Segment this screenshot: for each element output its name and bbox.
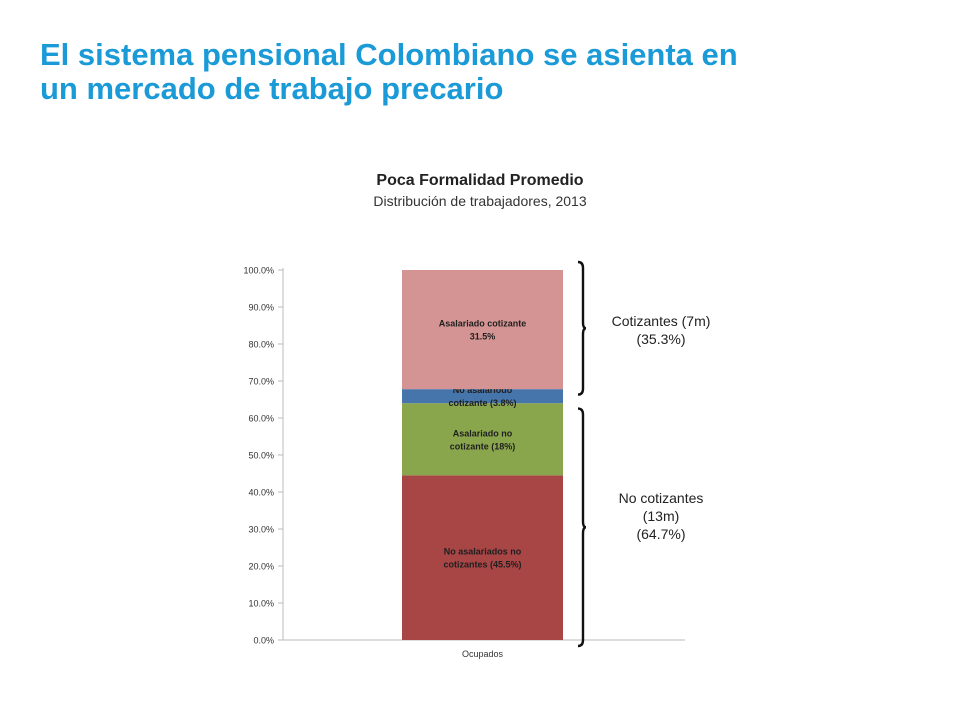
chart-title: Poca Formalidad Promedio xyxy=(376,172,584,189)
bar-data-label: cotizantes (45.5%) xyxy=(443,560,521,570)
slide-title-line-2: un mercado de trabajo precario xyxy=(40,71,504,106)
y-tick-label: 80.0% xyxy=(248,340,274,350)
bracket-label-line: (13m) xyxy=(642,508,680,524)
y-tick-label: 20.0% xyxy=(248,562,274,572)
bar-data-label: No asalariados no xyxy=(444,547,522,557)
bar-segment xyxy=(402,475,563,640)
curly-bracket xyxy=(577,407,587,648)
y-tick-label: 60.0% xyxy=(248,414,274,424)
y-tick-label: 70.0% xyxy=(248,377,274,387)
bar-data-label: Asalariado cotizante xyxy=(439,319,527,329)
bracket-label-line: (35.3%) xyxy=(636,331,686,347)
bar-data-label: Asalariado no xyxy=(453,428,513,438)
y-tick-label: 0.0% xyxy=(253,636,274,646)
chart-subtitle: Distribución de trabajadores, 2013 xyxy=(373,193,587,209)
y-tick-label: 30.0% xyxy=(248,525,274,535)
bar-segment xyxy=(402,389,563,404)
curly-bracket xyxy=(577,260,587,396)
bracket-label-no-cotizantes: No cotizantes (13m) (64.7%) xyxy=(586,489,736,543)
y-tick-label: 90.0% xyxy=(248,303,274,313)
bar-data-label: cotizante (18%) xyxy=(450,441,516,451)
bar-segment xyxy=(402,270,563,390)
bar-data-label: cotizante (3.8%) xyxy=(448,398,516,408)
slide-title: El sistema pensional Colombiano se asien… xyxy=(40,38,920,106)
bracket-label-cotizantes: Cotizantes (7m) (35.3%) xyxy=(586,312,736,348)
y-tick-label: 10.0% xyxy=(248,599,274,609)
y-tick-label: 100.0% xyxy=(243,266,274,276)
bracket-label-line: No cotizantes xyxy=(618,490,704,506)
bracket-label-line: (64.7%) xyxy=(636,526,686,542)
x-tick-label: Ocupados xyxy=(462,649,504,659)
bar-data-label: 31.5% xyxy=(470,332,496,342)
bracket-label-line: Cotizantes (7m) xyxy=(611,313,711,329)
bar-data-label: No asalariodo xyxy=(453,385,513,395)
bar-segment xyxy=(402,403,563,476)
y-tick-label: 50.0% xyxy=(248,451,274,461)
y-tick-label: 40.0% xyxy=(248,488,274,498)
slide-title-line-1: El sistema pensional Colombiano se asien… xyxy=(40,37,738,72)
